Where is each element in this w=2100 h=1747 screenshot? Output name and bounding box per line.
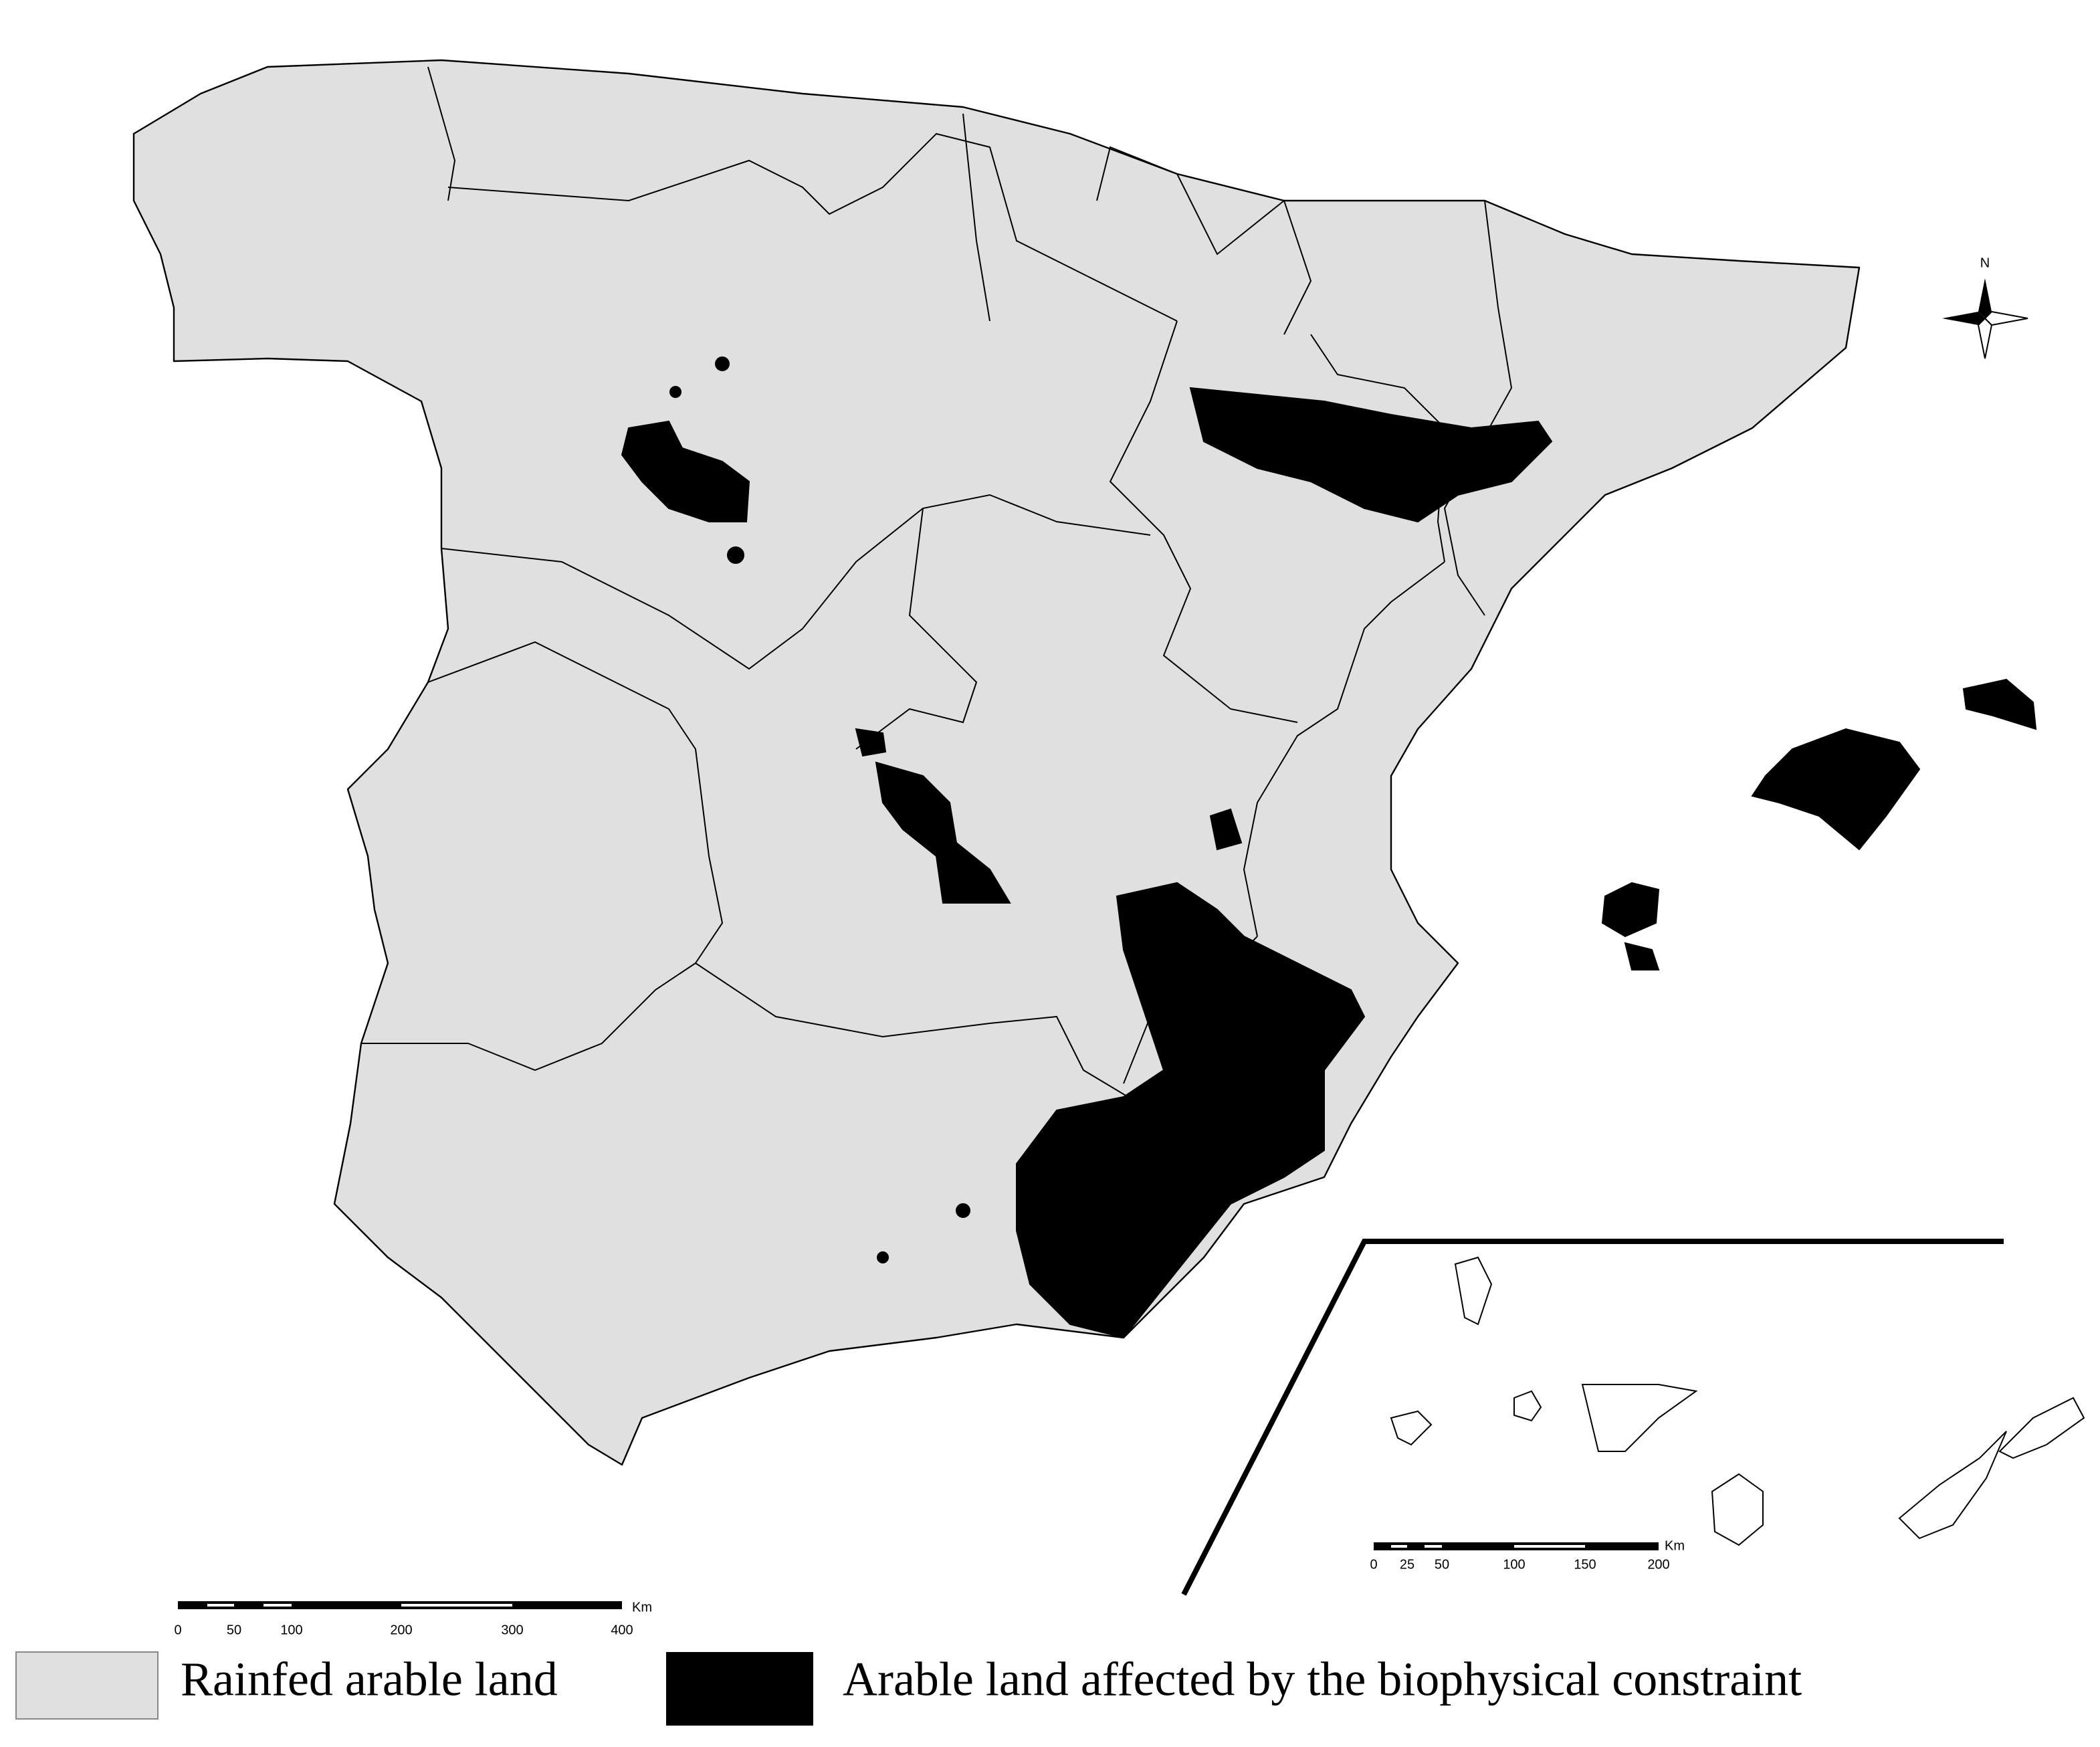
constraint-areas bbox=[621, 356, 2037, 1339]
scale-label: 25 bbox=[1400, 1557, 1414, 1572]
north-label: N bbox=[1980, 255, 1990, 270]
island-mallorca bbox=[1751, 728, 1921, 851]
scale-bar-segment bbox=[1425, 1545, 1442, 1548]
scale-label: 200 bbox=[390, 1623, 412, 1637]
border bbox=[1243, 561, 1445, 937]
north-arrow-point bbox=[1984, 310, 2028, 326]
island bbox=[1998, 1397, 2085, 1459]
border bbox=[447, 132, 1178, 322]
north-arrow-point bbox=[1942, 312, 1985, 325]
scale-unit: Km bbox=[1665, 1538, 1685, 1553]
island-menorca bbox=[1962, 678, 2037, 730]
canary-islands bbox=[1390, 1256, 2085, 1546]
island bbox=[1513, 1390, 1542, 1422]
scale-bar-bar bbox=[178, 1601, 622, 1609]
island bbox=[1581, 1384, 1698, 1452]
border bbox=[855, 508, 978, 750]
island-ibiza bbox=[1601, 882, 1660, 938]
scale-label: 0 bbox=[1370, 1557, 1377, 1572]
scale-label: 400 bbox=[611, 1623, 633, 1637]
island bbox=[1454, 1256, 1493, 1326]
north-arrow: N bbox=[1942, 255, 2028, 359]
border bbox=[1096, 146, 1312, 335]
border bbox=[427, 641, 724, 964]
constraint-patch bbox=[1189, 387, 1553, 523]
constraint-patch bbox=[621, 420, 750, 522]
scale-unit: Km bbox=[632, 1600, 652, 1615]
scale-label: 200 bbox=[1647, 1557, 1669, 1572]
constraint-patch bbox=[1016, 882, 1366, 1339]
constraint-patch bbox=[956, 1203, 970, 1218]
scale-bar-segment bbox=[1391, 1545, 1407, 1548]
scale-bar-segment bbox=[264, 1604, 292, 1607]
inset-scale-bar bbox=[1374, 1542, 1659, 1550]
constraint-patch bbox=[1209, 808, 1243, 851]
scale-label: 50 bbox=[227, 1623, 241, 1637]
border bbox=[1109, 320, 1298, 723]
legend-swatch bbox=[666, 1652, 813, 1726]
constraint-patch bbox=[875, 761, 1011, 904]
island-formentera bbox=[1624, 942, 1660, 970]
border bbox=[1310, 334, 1446, 562]
mainland-spain bbox=[132, 59, 1861, 1466]
scale-label: 100 bbox=[280, 1623, 302, 1637]
border bbox=[962, 113, 990, 322]
island bbox=[1711, 1473, 1764, 1546]
scale-bar-segment bbox=[401, 1604, 512, 1607]
constraint-patch bbox=[855, 728, 887, 757]
constraint-patch bbox=[727, 546, 744, 564]
constraint-patch bbox=[877, 1251, 889, 1263]
legend-label: Arable land affected by the biophysical … bbox=[843, 1653, 1802, 1706]
scale-label: 0 bbox=[174, 1623, 181, 1637]
scale-label: 100 bbox=[1503, 1557, 1525, 1572]
north-arrow-point bbox=[1978, 278, 1992, 318]
island bbox=[1390, 1410, 1433, 1446]
border bbox=[441, 494, 1151, 670]
constraint-patch bbox=[669, 386, 681, 398]
border bbox=[361, 962, 696, 1071]
scale-bar bbox=[178, 1601, 622, 1609]
inset-frame bbox=[1181, 1239, 2004, 1596]
legend-label: Rainfed arable land bbox=[181, 1653, 558, 1706]
island bbox=[1898, 1431, 2007, 1540]
scale-label: 150 bbox=[1574, 1557, 1596, 1572]
scale-bar-segment bbox=[207, 1604, 234, 1607]
scale-label: 300 bbox=[501, 1623, 523, 1637]
legend-swatch bbox=[15, 1651, 159, 1720]
scale-bar-segment bbox=[1514, 1545, 1585, 1548]
north-arrow-point bbox=[1977, 317, 1993, 359]
scale-label: 50 bbox=[1435, 1557, 1449, 1572]
constraint-patch bbox=[715, 356, 730, 371]
